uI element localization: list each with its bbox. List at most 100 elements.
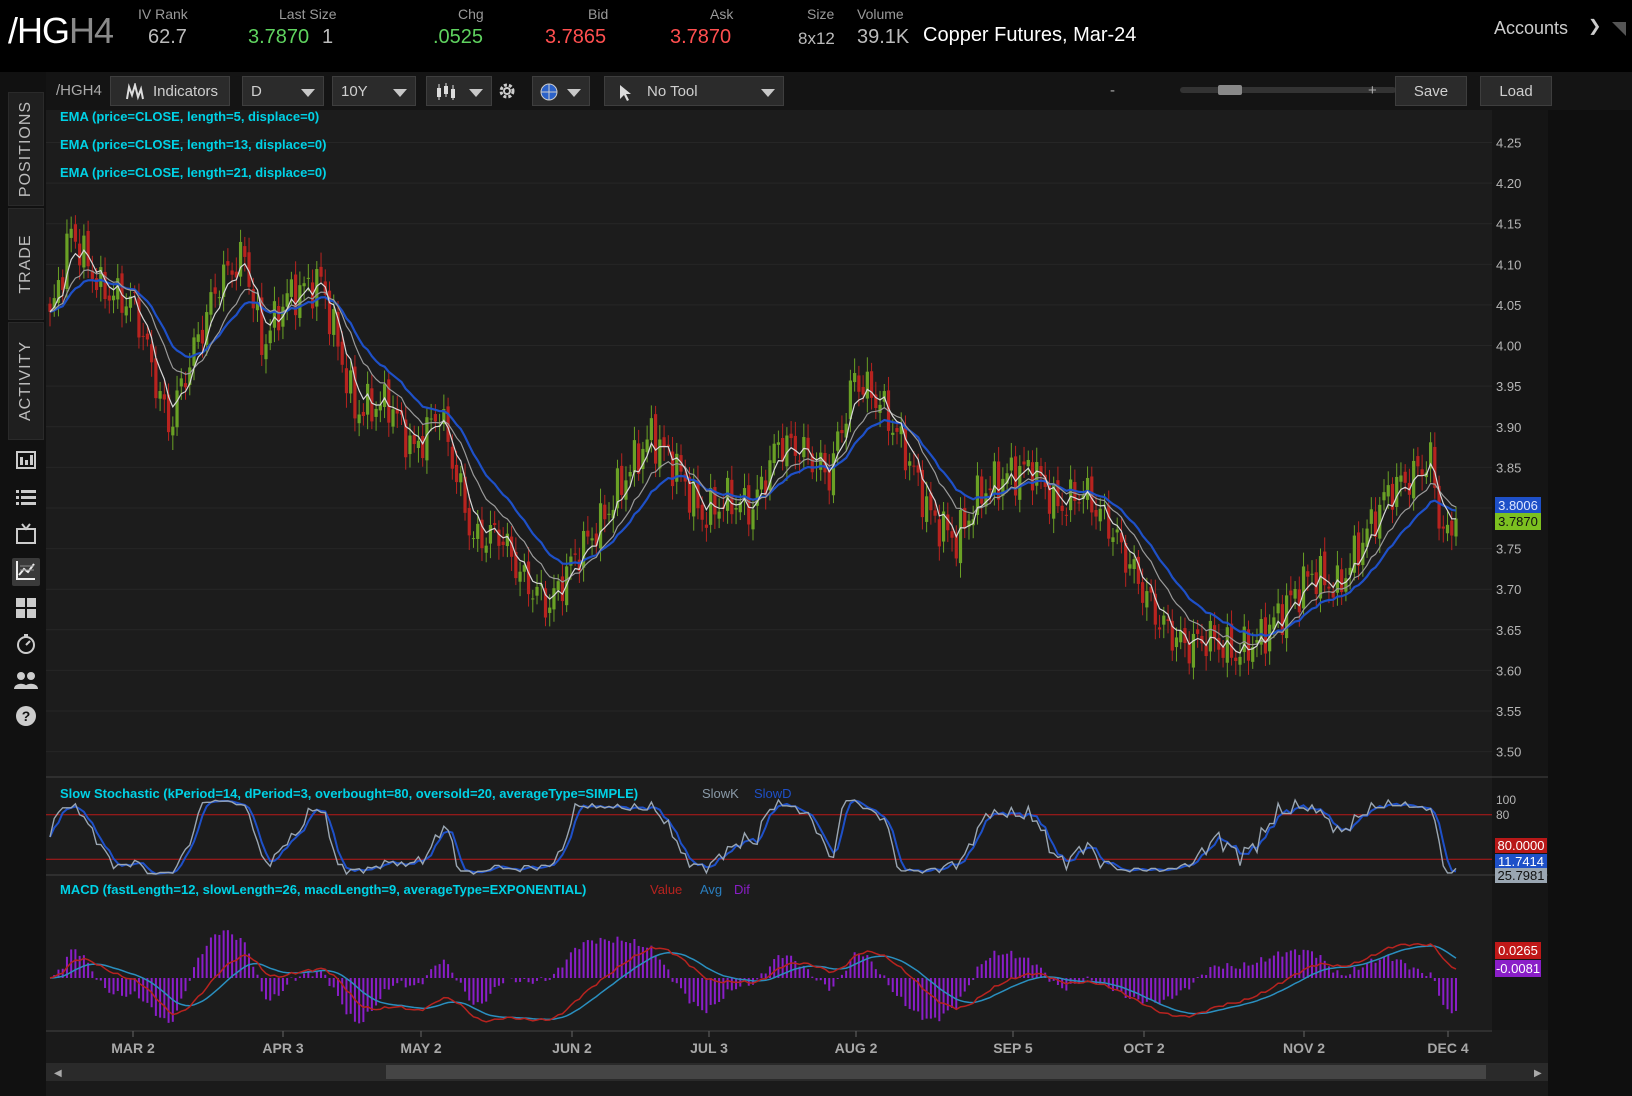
list-icon[interactable]: [12, 486, 40, 514]
tab-trade[interactable]: TRADE: [8, 208, 44, 320]
drawing-sets-select[interactable]: [532, 76, 590, 106]
zoom-slider[interactable]: [1180, 85, 1396, 95]
aggregation-select[interactable]: D: [242, 76, 324, 106]
ema13-label[interactable]: EMA (price=CLOSE, length=13, displace=0): [60, 137, 326, 152]
candle: [831, 441, 836, 504]
candle: [980, 469, 984, 519]
symbol-title[interactable]: /HGH4: [8, 10, 114, 52]
tab-positions-label: POSITIONS: [17, 100, 34, 198]
gear-icon[interactable]: [496, 80, 518, 102]
candle: [344, 353, 349, 408]
zoom-in-button[interactable]: +: [1368, 82, 1377, 99]
ema5-label[interactable]: EMA (price=CLOSE, length=5, displace=0): [60, 110, 319, 124]
candle: [315, 261, 319, 321]
candle: [827, 454, 831, 505]
candle: [577, 547, 581, 583]
tab-activity[interactable]: ACTIVITY: [8, 322, 44, 440]
candle: [370, 374, 374, 430]
price-tick-label: 3.60: [1496, 663, 1521, 678]
indicators-button[interactable]: Indicators: [110, 76, 230, 106]
scroll-left-icon[interactable]: ◀: [54, 1068, 62, 1079]
candle: [522, 553, 526, 583]
stoch-tick-label: 100: [1496, 793, 1516, 807]
stochastic-label[interactable]: Slow Stochastic (kPeriod=14, dPeriod=3, …: [60, 786, 638, 801]
candle: [459, 465, 463, 497]
candle: [222, 250, 226, 312]
accounts-menu[interactable]: Accounts: [1494, 18, 1569, 38]
candle: [1077, 493, 1081, 512]
price-tick-label: 4.05: [1496, 298, 1521, 313]
help-icon[interactable]: ?: [12, 704, 40, 732]
candle: [1060, 492, 1064, 526]
symbol-root: /HG: [8, 10, 70, 51]
candle: [82, 224, 86, 279]
right-margin: [1548, 110, 1632, 1096]
last-size-label: Last Size: [279, 6, 337, 22]
candle: [1301, 552, 1306, 616]
candle: [1225, 613, 1229, 678]
drawing-tool-select[interactable]: No Tool: [604, 76, 784, 106]
candle: [353, 355, 357, 432]
time-tick-label: DEC 4: [1427, 1040, 1468, 1056]
price-panel-bg: [46, 110, 1492, 776]
candle: [1153, 579, 1157, 640]
candle: [357, 400, 361, 437]
chevron-down-icon[interactable]: ❯: [1588, 18, 1602, 35]
candlestick-icon: [437, 83, 455, 100]
candle: [497, 520, 501, 560]
candle: [1234, 650, 1238, 675]
candle: [776, 430, 781, 459]
candle: [975, 462, 980, 525]
candle: [1327, 574, 1331, 604]
candle: [607, 502, 611, 525]
grid-icon[interactable]: [12, 596, 40, 624]
macd-label[interactable]: MACD (fastLength=12, slowLength=26, macd…: [60, 882, 586, 897]
time-tick-label: JUN 2: [552, 1040, 592, 1056]
candle: [552, 574, 556, 622]
bid-label: Bid: [588, 6, 609, 22]
candle: [217, 290, 221, 306]
ema21-label[interactable]: EMA (price=CLOSE, length=21, displace=0): [60, 165, 326, 180]
candle: [404, 405, 408, 470]
ask-value[interactable]: 3.7870: [670, 26, 732, 48]
macd-avg-legend: Avg: [700, 882, 722, 897]
candle: [467, 494, 471, 550]
candle: [90, 255, 94, 293]
candle: [395, 395, 399, 428]
zoom-out-button[interactable]: -: [1110, 82, 1115, 99]
candle: [531, 589, 535, 613]
iv-rank-value: 62.7: [148, 26, 187, 48]
save-button[interactable]: Save: [1395, 76, 1467, 106]
people-icon[interactable]: [12, 668, 40, 696]
timeframe-select[interactable]: 10Y: [332, 76, 416, 106]
bid-value[interactable]: 3.7865: [545, 26, 607, 48]
time-tick-label: APR 3: [262, 1040, 303, 1056]
candle: [1064, 507, 1068, 526]
zoom-slider-handle[interactable]: [1218, 85, 1242, 95]
chart-style-select[interactable]: [426, 76, 492, 106]
tv-icon[interactable]: [12, 522, 40, 550]
scroll-right-icon[interactable]: ▶: [1534, 1068, 1542, 1079]
candle: [378, 391, 382, 423]
candle: [1162, 606, 1166, 639]
candle: [941, 501, 946, 553]
chart-icon[interactable]: [12, 558, 40, 586]
slowk-legend: SlowK: [702, 786, 739, 801]
load-button[interactable]: Load: [1480, 76, 1552, 106]
last-price-badge: 3.7870: [1495, 513, 1541, 530]
stochastic-plot: 10080200.00: [46, 793, 1520, 881]
scrollbar-thumb[interactable]: [386, 1065, 1486, 1079]
candle: [751, 499, 755, 541]
candle: [69, 216, 73, 253]
candle: [1416, 447, 1420, 477]
corner-resize-icon[interactable]: [1612, 22, 1626, 36]
chg-value: .0525: [433, 26, 484, 48]
candle: [1196, 619, 1200, 648]
monitor-icon[interactable]: [12, 448, 40, 476]
tab-positions[interactable]: POSITIONS: [8, 92, 44, 206]
price-tick-label: 4.25: [1496, 135, 1521, 150]
chart-canvas[interactable]: 4.25 4.20 4.15 4.10 4.05 4.00 3.95 3.90 3.85 3.80…: [46, 110, 1632, 1096]
candle: [361, 403, 365, 426]
analysis-icon[interactable]: [12, 632, 40, 660]
svg-text:25.7981: 25.7981: [1498, 868, 1545, 883]
